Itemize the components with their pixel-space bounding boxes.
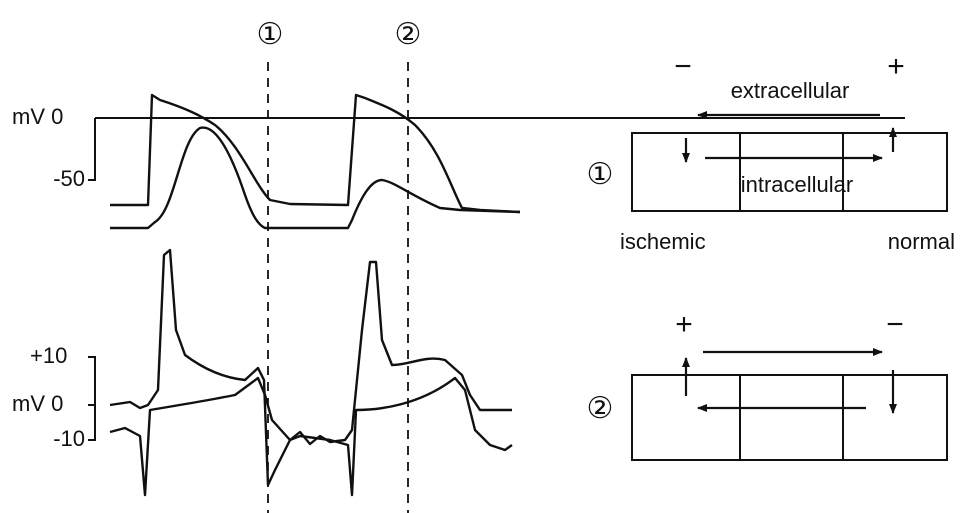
y-label: mV 0	[12, 104, 63, 129]
label: ischemic	[620, 229, 706, 254]
time-marker: ②	[395, 18, 422, 51]
y-label: -10	[53, 426, 85, 451]
electrogram	[109, 376, 513, 497]
label: extracellular	[731, 78, 850, 103]
sign: +	[887, 50, 905, 83]
panel-marker: ②	[587, 392, 614, 425]
panel-marker: ①	[587, 158, 614, 191]
y-label: +10	[30, 343, 67, 368]
time-marker: ①	[257, 18, 284, 51]
cell-strip	[631, 132, 948, 212]
sign: +	[675, 308, 693, 341]
label: normal	[888, 229, 955, 254]
y-axis	[88, 118, 96, 181]
action-potential	[110, 93, 521, 214]
action-potential	[110, 126, 521, 230]
electrogram	[109, 248, 512, 487]
y-label: mV 0	[12, 391, 63, 416]
sign: −	[886, 308, 904, 341]
cell-strip	[631, 374, 948, 461]
label: intracellular	[741, 172, 854, 197]
y-axis	[88, 356, 96, 441]
y-label: -50	[53, 166, 85, 191]
sign: −	[674, 50, 692, 83]
